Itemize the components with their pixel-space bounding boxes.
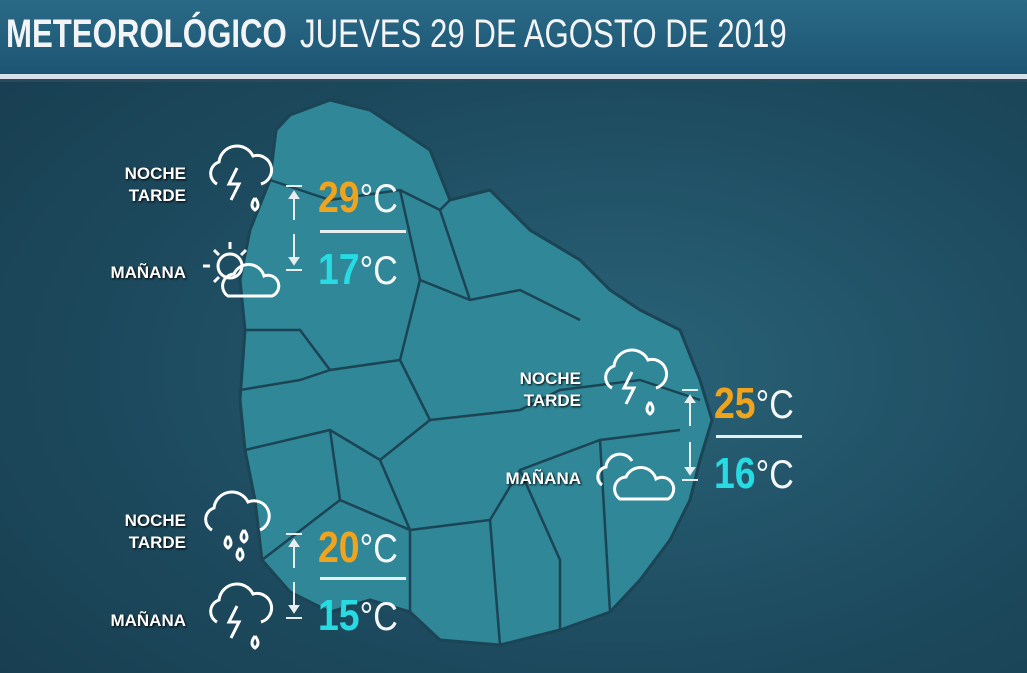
range-arrow-icon	[286, 185, 302, 271]
range-arrow-icon	[682, 389, 698, 481]
min-temp: 17°C	[318, 245, 398, 294]
label-noche: NOCHE	[124, 511, 186, 530]
max-temp: 29°C	[318, 173, 398, 222]
max-temp: 25°C	[714, 379, 794, 428]
date-title: JUEVES 29 DE AGOSTO DE 2019	[300, 12, 787, 56]
label-tarde: TARDE	[128, 533, 186, 552]
label-manana: MAÑANA	[505, 469, 581, 488]
label-noche: NOCHE	[124, 164, 186, 183]
label-manana: MAÑANA	[110, 263, 186, 282]
thunderstorm-rain-icon	[604, 348, 669, 416]
temp-divider	[320, 230, 406, 233]
cloudy-icon	[596, 452, 676, 501]
min-temp: 16°C	[714, 449, 794, 498]
header-banner: METEOROLÓGICO JUEVES 29 DE AGOSTO DE 201…	[0, 0, 1027, 79]
min-temp: 15°C	[318, 591, 398, 640]
rain-icon	[204, 490, 271, 562]
label-tarde: TARDE	[128, 186, 186, 205]
range-arrow-icon	[286, 533, 302, 619]
label-tarde: TARDE	[523, 391, 581, 410]
label-manana: MAÑANA	[110, 611, 186, 630]
label-noche: NOCHE	[519, 369, 581, 388]
program-title: METEOROLÓGICO	[6, 12, 287, 56]
thunderstorm-rain-icon	[209, 582, 274, 650]
thunderstorm-rain-icon	[209, 144, 274, 212]
temp-divider	[320, 577, 406, 580]
temp-divider	[716, 435, 802, 438]
max-temp: 20°C	[318, 523, 398, 572]
partly-cloudy-icon	[203, 242, 281, 298]
